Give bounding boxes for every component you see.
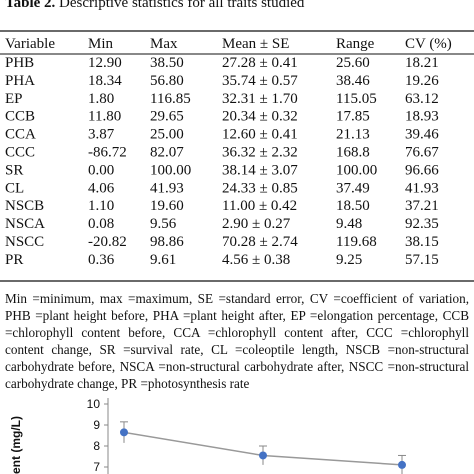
cell: 18.21 xyxy=(405,55,439,71)
cell: 32.31 ± 1.70 xyxy=(222,91,298,107)
cell: NSCA xyxy=(5,216,45,232)
cell: 96.66 xyxy=(405,162,439,178)
cell: 9.48 xyxy=(336,216,362,232)
cell: CL xyxy=(5,180,24,196)
point xyxy=(398,460,406,469)
cell: PR xyxy=(5,252,23,268)
cell: 39.46 xyxy=(405,127,439,143)
footnote: Min =minimum, max =maximum, SE =standard… xyxy=(5,290,469,392)
cell: 19.60 xyxy=(150,198,184,214)
cell: 25.60 xyxy=(336,55,370,71)
cell: CCB xyxy=(5,109,35,125)
cell: NSCB xyxy=(5,198,44,214)
cell: 9.56 xyxy=(150,216,177,232)
cell: 20.34 ± 0.32 xyxy=(222,109,298,125)
table-number: Table 2. xyxy=(5,0,56,11)
cell: 119.68 xyxy=(336,234,377,250)
cell: 12.90 xyxy=(88,55,122,71)
footnote-line: carbohydrate change, PR =photosynthesis … xyxy=(5,376,250,391)
footnote-line: carbohydrate before, NSCA =non-structura… xyxy=(5,359,469,374)
header-cell: Max xyxy=(150,36,178,52)
cell: 24.33 ± 0.85 xyxy=(222,180,298,196)
cell: -20.82 xyxy=(88,234,127,250)
cell: 41.93 xyxy=(405,180,439,196)
cell: 115.05 xyxy=(336,91,377,107)
cell: 4.06 xyxy=(88,180,115,196)
cell: 0.36 xyxy=(88,252,115,268)
cell: NSCC xyxy=(5,234,44,250)
cell: 1.10 xyxy=(88,198,114,214)
cell: 27.28 ± 0.41 xyxy=(222,55,298,71)
cell: 18.93 xyxy=(405,109,439,125)
cell: 4.56 ± 0.38 xyxy=(222,252,290,268)
cell: 2.90 ± 0.27 xyxy=(222,216,291,232)
cell: 100.00 xyxy=(150,162,191,178)
header-cell: Variable xyxy=(5,36,55,52)
cell: 9.25 xyxy=(336,252,362,268)
header-cell: Range xyxy=(336,36,375,52)
y-tick-label: 7 xyxy=(93,460,100,474)
cell: EP xyxy=(5,91,23,107)
cell: 0.08 xyxy=(88,216,114,232)
cell: 38.14 ± 3.07 xyxy=(222,162,298,178)
cell: 19.26 xyxy=(405,73,439,89)
cell: 25.00 xyxy=(150,127,184,143)
cell: 18.34 xyxy=(88,73,122,89)
footnote-line: content change, SR =survival rate, CL =c… xyxy=(5,342,469,357)
y-axis-label: ent (mg/L) xyxy=(9,416,23,474)
cell: 76.67 xyxy=(405,145,439,161)
footnote-line: Min =minimum, max =maximum, SE =standard… xyxy=(5,291,469,306)
header-cell: CV (%) xyxy=(405,36,452,52)
cell: -86.72 xyxy=(88,145,127,161)
cell: PHB xyxy=(5,55,34,71)
cell: 100.00 xyxy=(336,162,377,178)
cell: PHA xyxy=(5,73,35,89)
cell: 36.32 ± 2.32 xyxy=(222,145,298,161)
cell: 11.80 xyxy=(88,109,121,125)
cell: SR xyxy=(5,162,23,178)
cell: 1.80 xyxy=(88,91,114,107)
cell: 21.13 xyxy=(336,127,370,143)
cell: 3.87 xyxy=(88,127,115,143)
point xyxy=(120,428,128,437)
y-tick-label: 9 xyxy=(93,418,100,432)
cell: 92.35 xyxy=(405,216,439,232)
cell: 41.93 xyxy=(150,180,184,196)
cell: CCC xyxy=(5,145,35,161)
cell: 9.61 xyxy=(150,252,176,268)
y-tick-label: 10 xyxy=(87,397,101,411)
cell: 37.49 xyxy=(336,180,370,196)
cell: 116.85 xyxy=(150,91,191,107)
cell: 38.15 xyxy=(405,234,439,250)
cell: 56.80 xyxy=(150,73,184,89)
cell: 29.65 xyxy=(150,109,184,125)
table-label: Table 2. Descriptive statistics for all … xyxy=(5,0,305,11)
cell: 0.00 xyxy=(88,162,114,178)
header-cell: Mean ± SE xyxy=(222,36,289,52)
cell: 38.46 xyxy=(336,73,370,89)
cell: 82.07 xyxy=(150,145,184,161)
cell: 168.8 xyxy=(336,145,370,161)
cell: 70.28 ± 2.74 xyxy=(222,234,298,250)
cell: 57.15 xyxy=(405,252,439,268)
cell: 38.50 xyxy=(150,55,184,71)
y-tick-label: 8 xyxy=(93,439,100,453)
cell: 63.12 xyxy=(405,91,439,107)
cell: 18.50 xyxy=(336,198,370,214)
footnote-line: PHB =plant height before, PHA =plant hei… xyxy=(5,308,469,323)
header-cell: Min xyxy=(88,36,114,52)
point xyxy=(259,451,267,460)
table-title: Descriptive statistics for all traits st… xyxy=(59,0,305,11)
cell: 11.00 ± 0.42 xyxy=(222,198,297,214)
cell: 17.85 xyxy=(336,109,370,125)
footnote-line: =chlorophyll content before, CCA =chloro… xyxy=(5,325,469,340)
cell: 12.60 ± 0.41 xyxy=(222,127,298,143)
cell: 37.21 xyxy=(405,198,439,214)
cell: CCA xyxy=(5,127,36,143)
cell: 35.74 ± 0.57 xyxy=(222,73,298,89)
cell: 98.86 xyxy=(150,234,184,250)
